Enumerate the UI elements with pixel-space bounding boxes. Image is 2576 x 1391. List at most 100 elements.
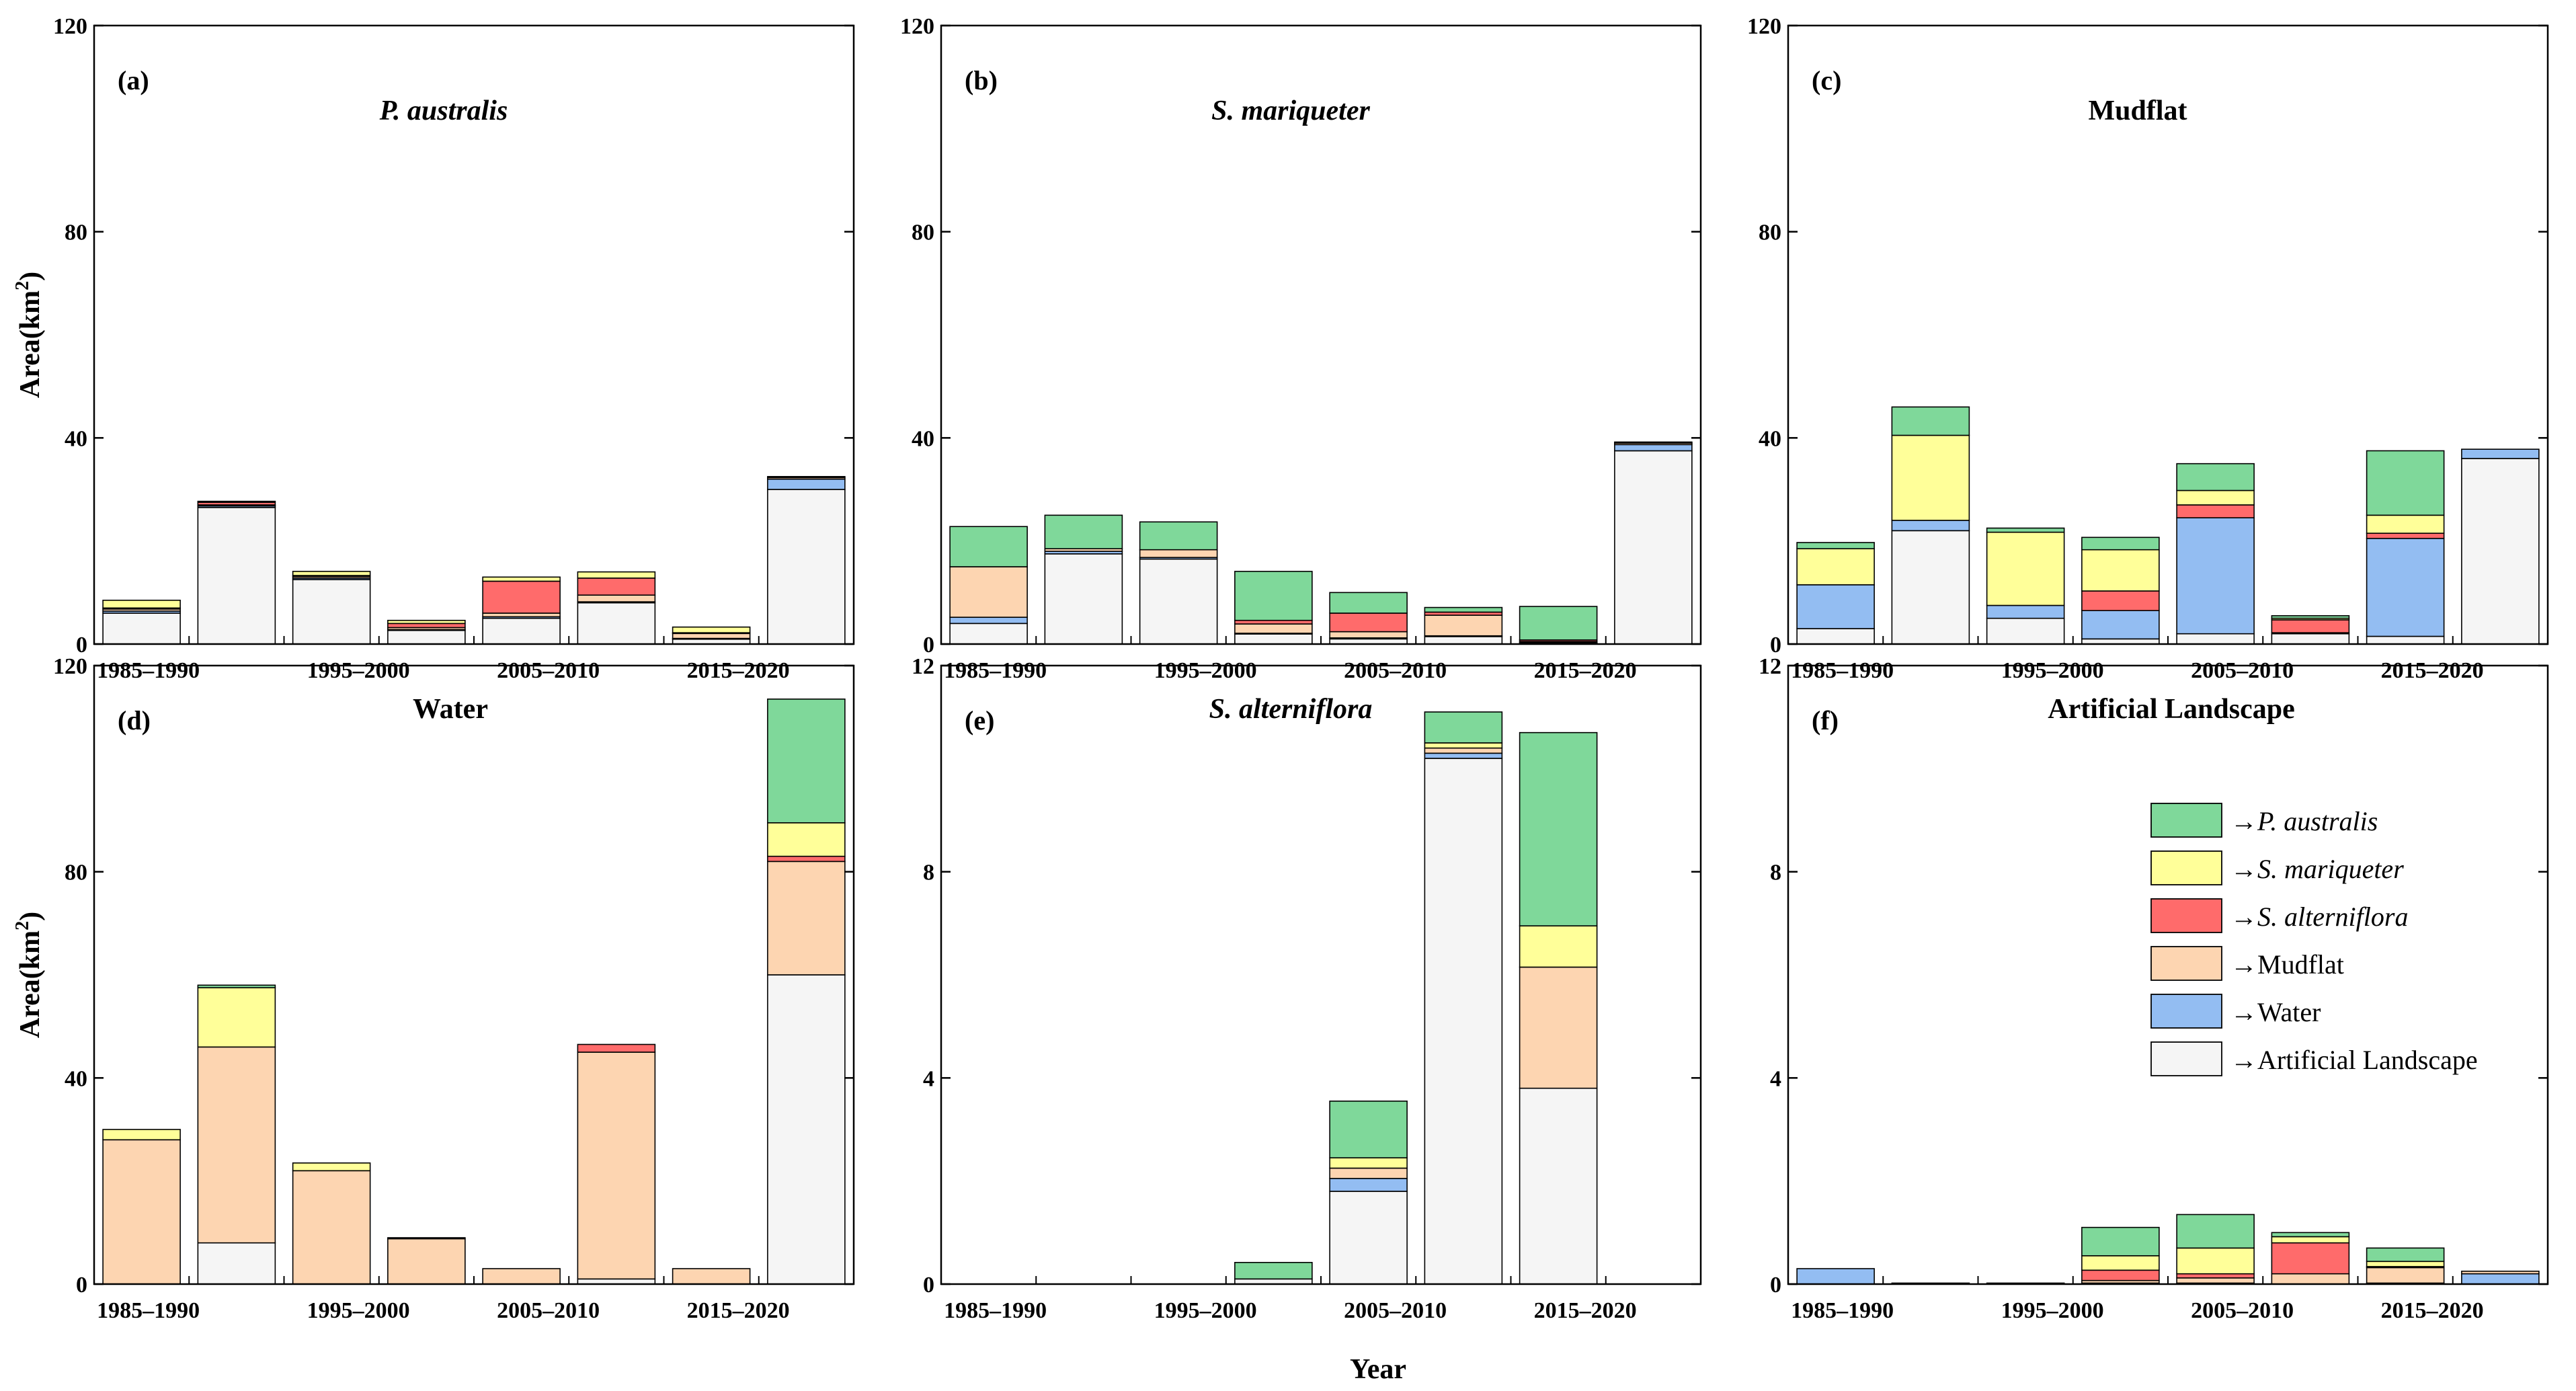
bar-segment-mudflat [949, 566, 1028, 618]
x-tick-label: 2005–2010 [1344, 658, 1447, 683]
bar-segment-p-australis [949, 526, 1028, 567]
bar-segment-water [2461, 448, 2540, 459]
bar-segment-p-australis [2366, 1247, 2445, 1263]
bar-segment-s-mariqueter [1519, 925, 1598, 968]
y-tick-label: 0 [923, 633, 934, 658]
bar-segment-artificial [1796, 628, 1875, 645]
bar-segment-s-alterniflora [1614, 441, 1693, 444]
x-tick-label: 1985–1990 [1791, 1298, 1894, 1323]
x-tick-label: 2015–2020 [2381, 1298, 2484, 1323]
x-tick-label: 2015–2020 [1534, 1298, 1637, 1323]
bar-segment-s-mariqueter [1891, 434, 1970, 521]
y-tick-label: 120 [53, 14, 87, 39]
bar-segment-s-alterniflora [2271, 1242, 2350, 1275]
y-tick-label: 0 [76, 1273, 87, 1298]
bar-segment-p-australis [1424, 606, 1503, 613]
bar-segment-mudflat [1329, 631, 1408, 639]
y-tick-label: 40 [1759, 426, 1781, 451]
x-tick-label: 2015–2020 [2381, 658, 2484, 683]
bar-segment-s-mariqueter [387, 619, 466, 625]
bar-segment-water [1986, 604, 2065, 619]
bar-segment-artificial [387, 629, 466, 645]
panel-letter: (e) [965, 705, 994, 736]
bar-segment-p-australis [1986, 527, 2065, 533]
x-tick-label: 1985–1990 [1791, 658, 1894, 683]
x-tick-label: 1985–1990 [944, 658, 1047, 683]
bar-segment-s-alterniflora [767, 855, 846, 863]
bar-segment-p-australis [1234, 571, 1313, 621]
bar-segment-water [1796, 584, 1875, 629]
bar-segment-s-alterniflora [1329, 612, 1408, 633]
panel-b: 0 40 80 120 1985–1990 1995–2000 2005–2010 2015–… [900, 14, 1702, 683]
bar-segment-artificial [1519, 1087, 1598, 1285]
bar-segment-s-alterniflora [2176, 1273, 2255, 1279]
bar-segment-water [2176, 517, 2255, 635]
legend-swatch-water [2150, 994, 2222, 1029]
x-tick-label: 1995–2000 [307, 658, 410, 683]
panel-a: 0 40 80 120 1985–1990 1995–2000 2005–2010 2015–… [53, 14, 855, 683]
bar-segment-s-alterniflora [387, 1237, 466, 1240]
legend: →P. australis →S. mariqueter →S. alternifl… [2150, 803, 2478, 1076]
bar-segment-artificial [1614, 450, 1693, 645]
panel-title: S. alterniflora [1209, 694, 1373, 725]
bar-segment-p-australis [2081, 536, 2160, 551]
bar-segment-p-australis [1519, 606, 1598, 641]
bar-segment-p-australis [1519, 731, 1598, 926]
bar-segment-p-australis [2366, 450, 2445, 516]
bar-segment-water [2081, 610, 2160, 640]
x-tick-label: 2005–2010 [2191, 1298, 2294, 1323]
x-tick-label: 1995–2000 [307, 1298, 410, 1323]
bar-segment-artificial [1329, 1191, 1408, 1285]
bar-segment-s-mariqueter [102, 1129, 181, 1141]
x-tick-label: 1995–2000 [2001, 1298, 2104, 1323]
bar-segment-p-australis [1044, 514, 1123, 549]
bar-segment-s-mariqueter [2176, 489, 2255, 506]
bar-segment-mudflat [577, 1051, 656, 1280]
legend-swatch-p-australis [2150, 803, 2222, 838]
y-tick-label: 80 [65, 221, 87, 245]
bar-segment-s-alterniflora [482, 580, 561, 614]
y-tick-label: 80 [1759, 221, 1781, 245]
bar-segment-s-alterniflora [767, 476, 846, 479]
x-tick-label: 2015–2020 [1534, 658, 1637, 683]
bar-segment-artificial [767, 974, 846, 1285]
bar-segment-water [1796, 1268, 1875, 1285]
x-tick-label: 2005–2010 [1344, 1298, 1447, 1323]
bar-segment-p-australis [2176, 463, 2255, 491]
bar-segment-s-alterniflora [2176, 504, 2255, 518]
y-tick-label: 40 [65, 426, 87, 451]
bar-segment-s-alterniflora [577, 1043, 656, 1053]
bar-segment-s-alterniflora [387, 623, 466, 629]
legend-label: →Mudflat [2230, 949, 2344, 980]
bar-segment-s-mariqueter [767, 822, 846, 857]
bar-segment-artificial [292, 579, 371, 645]
y-tick-label: 0 [1770, 633, 1781, 658]
x-axis-title: Year [1350, 1354, 1406, 1385]
bar-segment-s-mariqueter [292, 571, 371, 576]
y-tick-label: 12 [912, 654, 934, 679]
bar-segment-mudflat [102, 1139, 181, 1285]
bar-segment-mudflat [1519, 966, 1598, 1089]
bar-segment-artificial [1424, 635, 1503, 645]
bar-segment-mudflat [2366, 1267, 2445, 1284]
bar-segment-p-australis [2271, 1232, 2350, 1238]
x-tick-label: 2005–2010 [497, 1298, 600, 1323]
x-tick-label: 1995–2000 [1154, 658, 1257, 683]
panel-f: 0 4 8 12 1985–1990 1995–2000 2005–2010 2015–202… [1759, 654, 2549, 1323]
panel-letter: (c) [1812, 65, 1841, 95]
bar-segment-artificial [197, 1242, 276, 1285]
bar-segment-mudflat [672, 1268, 751, 1285]
bar-segment-p-australis [1234, 1262, 1313, 1280]
bar-segment-s-mariqueter [482, 576, 561, 582]
bar-segment-artificial [482, 617, 561, 645]
bar-segment-s-alterniflora [577, 578, 656, 596]
bar-segment-s-mariqueter [2366, 1261, 2445, 1267]
bar-segment-mudflat [2461, 1271, 2540, 1275]
bar-segment-s-mariqueter [2081, 549, 2160, 592]
x-tick-label: 1995–2000 [2001, 658, 2104, 683]
panel-title: S. mariqueter [1211, 95, 1370, 126]
bar-segment-p-australis [2176, 1214, 2255, 1249]
bar-segment-artificial [102, 612, 181, 645]
bar-segment-p-australis [1891, 406, 1970, 436]
